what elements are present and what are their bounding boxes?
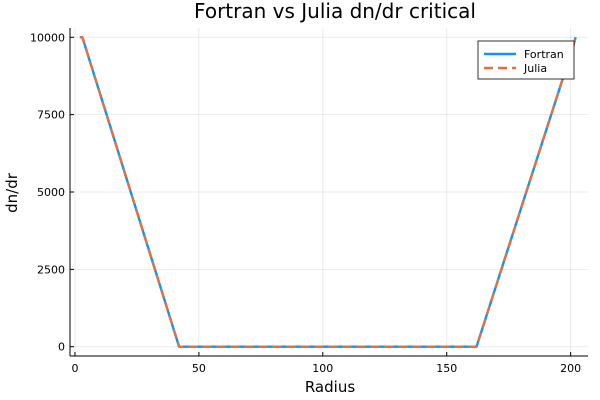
legend-box <box>477 40 575 80</box>
y-tick-label: 0 <box>58 341 65 354</box>
chart-title: Fortran vs Julia dn/dr critical <box>194 0 476 23</box>
x-tick-label: 50 <box>192 362 206 375</box>
x-tick-label: 0 <box>71 362 78 375</box>
y-tick-label: 10000 <box>30 31 65 44</box>
y-tick-label: 2500 <box>37 263 65 276</box>
legend-label-julia: Julia <box>523 62 547 75</box>
x-axis-label: Radius <box>305 378 355 396</box>
x-tick-label: 150 <box>436 362 457 375</box>
tick-labels: 0 50 100 150 200 0 2500 5000 7500 10000 <box>30 31 581 375</box>
x-tick-label: 200 <box>560 362 581 375</box>
x-tick-label: 100 <box>312 362 333 375</box>
y-tick-label: 7500 <box>37 109 65 122</box>
legend: Fortran Julia <box>477 40 575 80</box>
y-tick-label: 5000 <box>37 186 65 199</box>
legend-label-fortran: Fortran <box>524 48 564 61</box>
y-axis-label: dn/dr <box>3 172 21 213</box>
axes <box>69 28 588 357</box>
